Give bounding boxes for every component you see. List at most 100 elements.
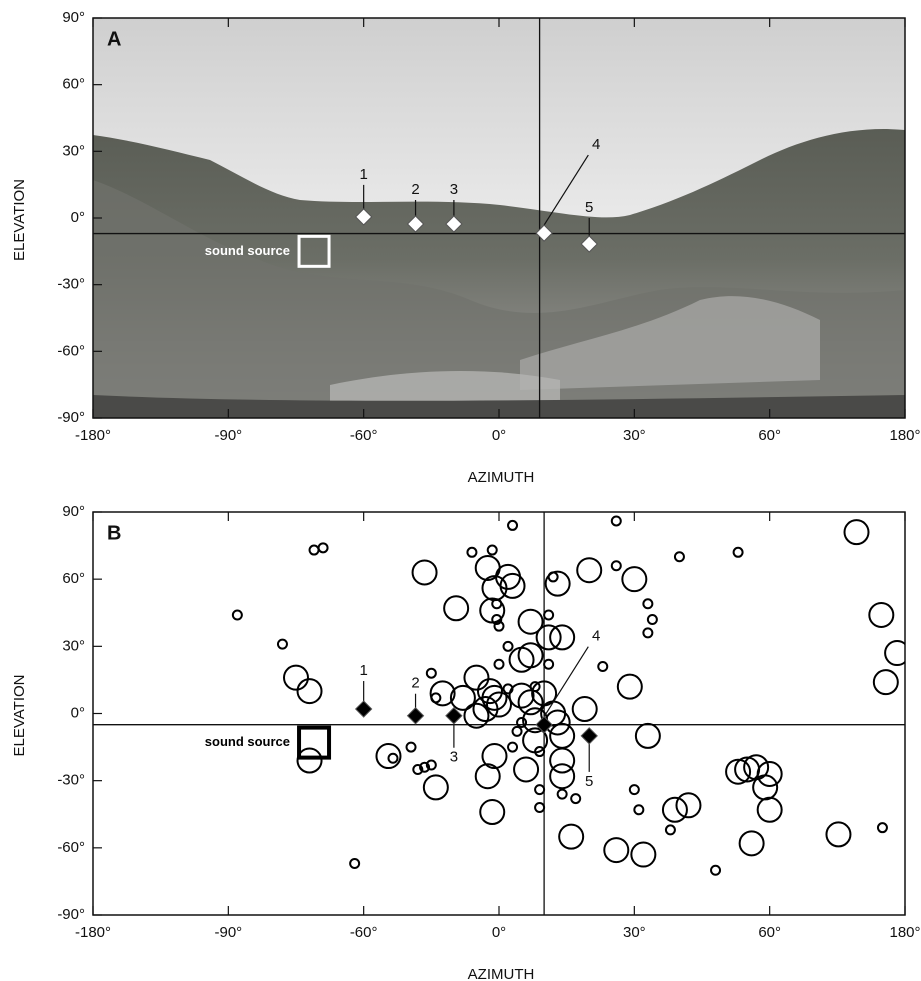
landmark-label: 1 [359, 166, 367, 183]
response-circle [349, 858, 361, 870]
response-circle [308, 544, 320, 556]
response-circle [472, 696, 499, 723]
response-circle [710, 864, 722, 876]
response-circle [508, 682, 535, 709]
response-circle [576, 557, 603, 584]
response-circle [610, 560, 622, 572]
sound-source-label: sound source [205, 243, 290, 258]
response-circle [630, 841, 657, 868]
y-tick-label: 60° [62, 570, 85, 587]
response-circle [872, 669, 899, 696]
landmark-label: 3 [450, 749, 458, 766]
response-circle [476, 678, 503, 705]
y-tick-label: 90° [62, 9, 85, 26]
response-circle [412, 763, 424, 775]
landmark-label: 2 [411, 675, 419, 692]
response-circle [449, 684, 476, 711]
response-circle [296, 747, 323, 774]
landmark-label: 3 [450, 181, 458, 198]
response-circle [429, 680, 456, 707]
landmark-marker [535, 715, 553, 734]
response-circle [507, 519, 519, 531]
x-axis-title: AZIMUTH [468, 469, 535, 486]
response-circle [673, 551, 685, 563]
x-tick-label: 0° [492, 924, 506, 941]
landmark-marker [445, 707, 463, 725]
response-circle [597, 660, 609, 672]
panel-label: A [107, 28, 121, 50]
response-circle [411, 559, 438, 586]
landmark-label: 5 [585, 199, 593, 216]
panorama-photo [93, 18, 905, 418]
response-circle [738, 830, 765, 857]
response-circle [534, 784, 546, 796]
landmark-label: 4 [592, 136, 600, 153]
response-circle [479, 799, 506, 826]
response-circle [493, 620, 505, 632]
x-tick-label: -60° [350, 924, 378, 941]
landmark-leader [543, 646, 589, 718]
response-circle [549, 624, 576, 651]
response-circle [486, 691, 512, 718]
response-circle [502, 640, 514, 652]
response-circle [675, 792, 702, 819]
response-circle [517, 689, 544, 716]
response-circle [628, 784, 640, 796]
x-tick-label: -180° [75, 427, 111, 444]
y-tick-label: 0° [71, 704, 85, 721]
response-circle [664, 824, 676, 836]
x-tick-label: -180° [75, 924, 111, 941]
response-circle [633, 804, 645, 816]
panel-label: B [107, 522, 121, 544]
x-tick-label: 0° [492, 427, 506, 444]
response-circle [603, 837, 630, 864]
landmark-marker [580, 727, 598, 745]
panel: -180° -90° -60° 0° 30° 60° 180°-90°-60°-30°0°3… [11, 9, 921, 486]
response-circle [535, 624, 562, 651]
response-circle [734, 756, 761, 783]
response-circle [422, 774, 449, 801]
response-circle [634, 722, 661, 749]
sound-source [297, 234, 331, 268]
response-circle [463, 664, 490, 691]
response-circle [231, 609, 243, 621]
sound-source [297, 725, 332, 760]
landmark-marker [354, 700, 373, 718]
response-circle [463, 702, 490, 729]
response-circle [610, 515, 622, 527]
landmark-label: 1 [359, 662, 367, 679]
y-tick-label: 90° [62, 503, 85, 520]
x-tick-label: 30° [623, 924, 646, 941]
response-circle [481, 743, 508, 770]
response-circle [549, 722, 576, 749]
y-axis-title: ELEVATION [11, 675, 28, 757]
response-circle [516, 716, 528, 728]
sound-source-label: sound source [205, 734, 290, 749]
y-tick-label: -30° [57, 276, 85, 293]
response-circle [646, 613, 658, 625]
response-circle [661, 796, 688, 823]
response-circle [725, 758, 752, 785]
response-circle [443, 595, 470, 622]
response-circle [513, 756, 540, 783]
response-circle [621, 566, 648, 593]
response-circle [868, 601, 895, 628]
response-circle [616, 673, 643, 700]
response-circle [419, 761, 431, 773]
panel: -180° -90° -60° 0° 30° 60° 180°-90°-60°-30°0°3… [11, 503, 921, 981]
response-circle [495, 563, 522, 590]
y-tick-label: -30° [57, 772, 85, 789]
response-circle [276, 638, 288, 650]
response-circle [732, 546, 744, 558]
y-tick-label: -90° [57, 409, 85, 426]
landmark-label: 5 [585, 773, 593, 790]
y-tick-label: 30° [62, 142, 85, 159]
response-circle [474, 763, 501, 790]
response-circle [570, 793, 582, 805]
response-circle [387, 752, 399, 764]
landmark-leader [543, 154, 589, 226]
response-circle [556, 788, 568, 800]
response-circle [517, 642, 544, 669]
response-circle [511, 725, 523, 737]
